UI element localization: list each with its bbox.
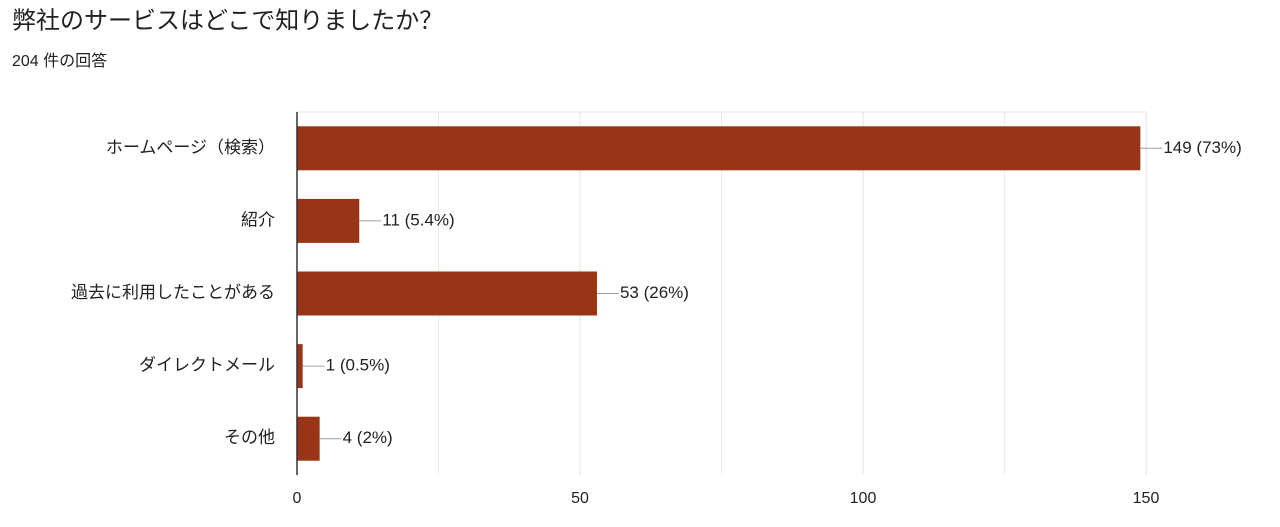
chart-title: 弊社のサービスはどこで知りましたか？ [12, 7, 443, 34]
y-tick-label: ホームページ（検索） [106, 138, 275, 157]
x-tick-label: 100 [850, 490, 877, 507]
bar [297, 198, 360, 243]
x-tick-label: 150 [1133, 490, 1160, 507]
bar [297, 271, 597, 316]
y-tick-label: ダイレクトメール [139, 356, 275, 375]
x-tick-label: 0 [293, 490, 302, 507]
value-label: 4 (2%) [343, 428, 393, 447]
value-label: 149 (73%) [1163, 138, 1241, 157]
y-tick-label: 紹介 [241, 210, 275, 229]
x-tick-label: 50 [571, 490, 589, 507]
y-tick-label: 過去に利用したことがある [71, 283, 275, 302]
value-label: 11 (5.4%) [382, 210, 454, 229]
bar [297, 416, 320, 461]
value-label: 53 (26%) [620, 283, 689, 302]
value-label: 1 (0.5%) [326, 356, 390, 375]
chart-subtitle: 204 件の回答 [12, 52, 107, 70]
y-tick-label: その他 [224, 428, 275, 447]
bar [297, 126, 1141, 171]
bar [297, 344, 303, 389]
